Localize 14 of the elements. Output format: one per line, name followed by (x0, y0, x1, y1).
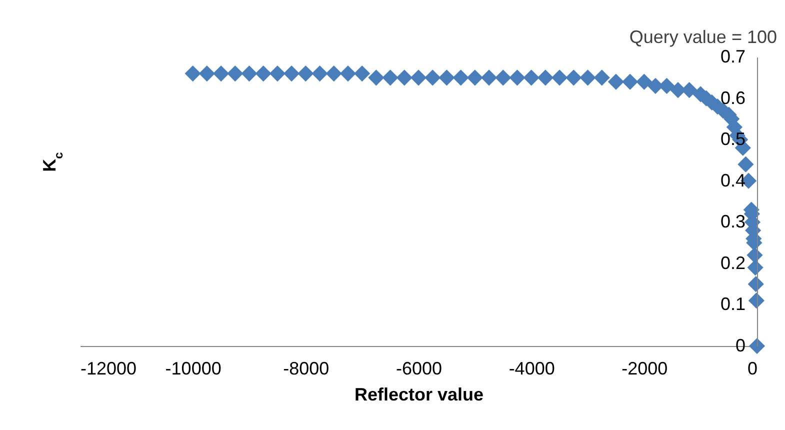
y-tick-label: 0.2 (720, 252, 746, 273)
y-tick-label: 0.6 (720, 88, 746, 108)
x-tick-label: -8000 (283, 358, 330, 378)
x-tick-label: -2000 (622, 358, 668, 378)
x-tick-label: -12000 (80, 358, 137, 378)
y-tick-label: 0.1 (720, 294, 746, 314)
x-tick-label: -10000 (165, 358, 222, 378)
text: Query value = 100 (629, 27, 777, 47)
x-axis-title: Reflector value (354, 384, 484, 404)
x-tick-label: -4000 (508, 358, 555, 378)
y-tick-label: 0.3 (720, 212, 746, 232)
y-tick-label: 0 (735, 336, 746, 356)
x-tick-label: -6000 (396, 358, 442, 378)
y-tick-label: 0.7 (720, 46, 746, 66)
